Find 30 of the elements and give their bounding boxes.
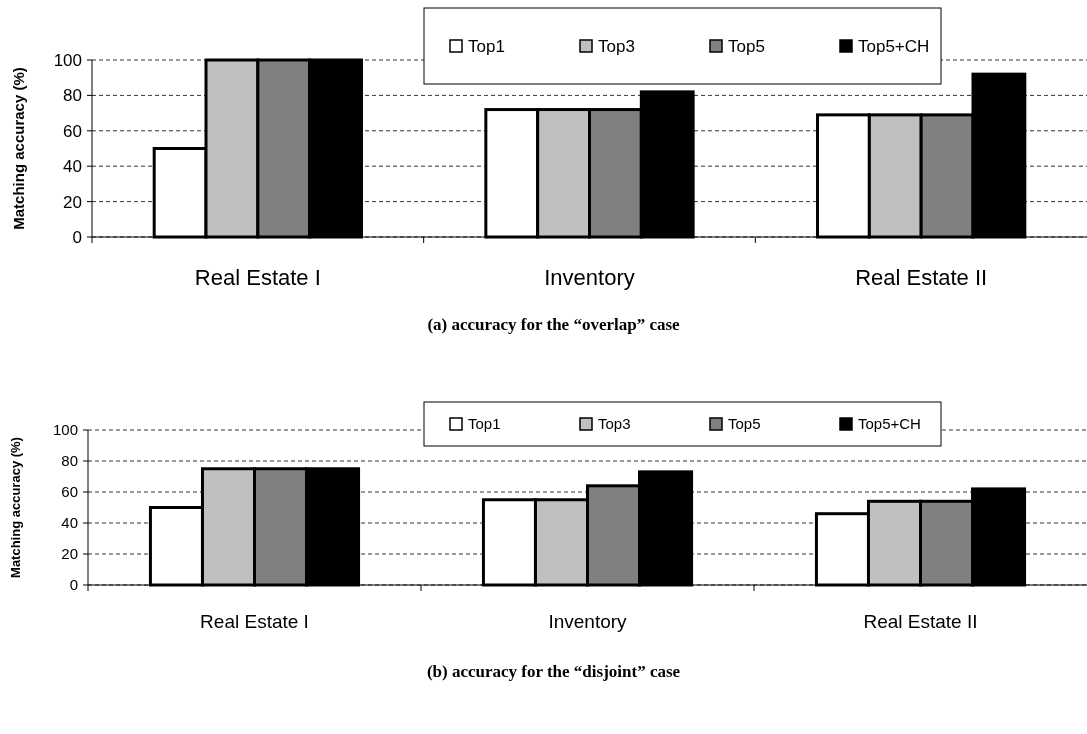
y-tick-label: 80 bbox=[63, 86, 82, 106]
x-tick-label: Real Estate I bbox=[200, 611, 309, 632]
x-tick-label: Real Estate II bbox=[855, 265, 988, 290]
legend-label: Top5+CH bbox=[858, 36, 930, 56]
legend-label: Top5+CH bbox=[858, 415, 921, 433]
y-tick-label: 20 bbox=[63, 192, 82, 212]
text: (a) accuracy for the “overlap” case bbox=[427, 315, 681, 334]
y-tick-label: 0 bbox=[72, 227, 82, 247]
y-tick-label: 40 bbox=[63, 157, 82, 177]
y-tick-label: 0 bbox=[69, 576, 78, 594]
y-tick-label: 40 bbox=[61, 514, 78, 532]
x-tick-label: Inventory bbox=[544, 265, 635, 290]
y-axis-title: Matching accuracy (%) bbox=[10, 67, 27, 230]
legend-label: Top3 bbox=[598, 36, 635, 56]
y-tick-label: 80 bbox=[61, 452, 78, 470]
text: (b) accuracy for the “disjoint” case bbox=[426, 662, 681, 681]
y-tick-label: 20 bbox=[61, 545, 78, 563]
y-tick-label: 60 bbox=[63, 121, 82, 141]
legend-label: Top3 bbox=[598, 415, 631, 433]
y-tick-label: 100 bbox=[52, 421, 78, 439]
x-tick-label: Real Estate I bbox=[194, 265, 321, 290]
y-axis-title: Matching accuracy (%) bbox=[8, 437, 23, 578]
legend-label: Top5 bbox=[728, 36, 765, 56]
y-tick-label: 60 bbox=[61, 483, 78, 501]
legend-label: Top1 bbox=[468, 415, 501, 433]
legend-label: Top5 bbox=[728, 415, 761, 433]
x-tick-label: Inventory bbox=[548, 611, 628, 632]
legend-label: Top1 bbox=[468, 36, 505, 56]
y-tick-label: 100 bbox=[53, 50, 82, 70]
x-tick-label: Real Estate II bbox=[863, 611, 978, 632]
